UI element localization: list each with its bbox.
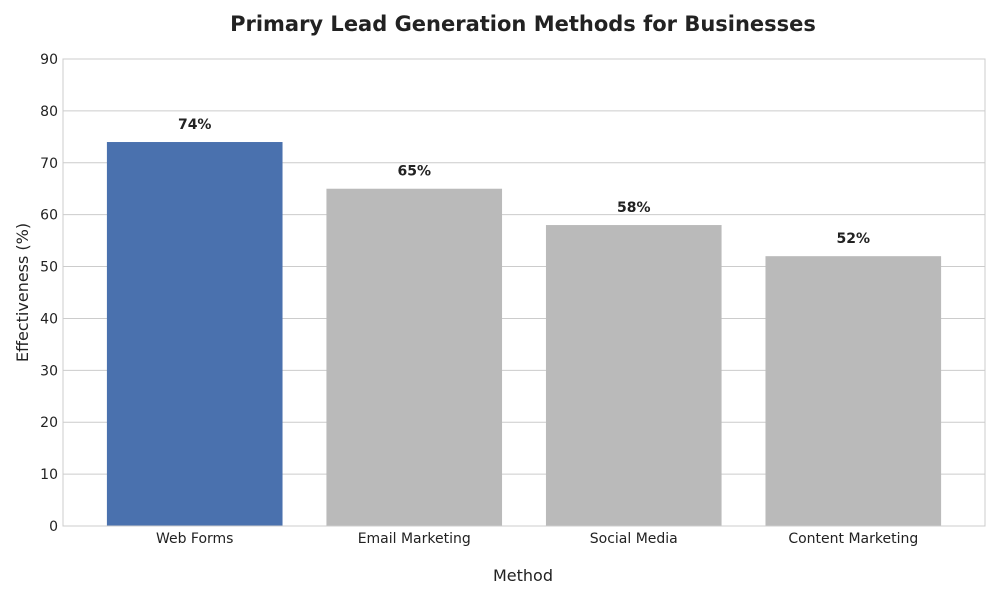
data-label-email-marketing: 65%	[397, 164, 431, 180]
bar-social-media	[545, 225, 722, 527]
x-axis-ticks: Web Forms Email Marketing Social Media Cont…	[156, 531, 918, 547]
data-label-social-media: 58%	[617, 200, 651, 216]
y-tick-label: 70	[40, 156, 58, 172]
y-tick-label: 40	[40, 311, 58, 327]
y-axis-ticks: 0 10 20 30 40 50 60 70 80 90	[40, 52, 58, 535]
data-labels: 74% 65% 58% 52%	[178, 117, 870, 247]
x-tick-label-content-marketing: Content Marketing	[788, 531, 918, 547]
y-tick-label: 10	[40, 467, 58, 483]
y-axis-label: Effectiveness (%)	[13, 223, 32, 362]
x-tick-label-web-forms: Web Forms	[156, 531, 234, 547]
data-label-content-marketing: 52%	[837, 231, 871, 247]
y-tick-label: 90	[40, 52, 58, 68]
bar-web-forms	[106, 142, 283, 526]
chart-title: Primary Lead Generation Methods for Busi…	[230, 12, 816, 36]
y-tick-label: 80	[40, 104, 58, 120]
data-label-web-forms: 74%	[178, 117, 212, 133]
bar-email-marketing	[326, 188, 503, 526]
y-tick-label: 60	[40, 208, 58, 224]
y-tick-label: 50	[40, 260, 58, 276]
bars	[106, 142, 942, 527]
plot-frame	[62, 58, 986, 527]
x-tick-label-email-marketing: Email Marketing	[358, 531, 471, 547]
bar-content-marketing	[765, 256, 942, 526]
y-tick-label: 20	[40, 415, 58, 431]
x-tick-label-social-media: Social Media	[590, 531, 678, 547]
y-tick-label: 0	[49, 519, 58, 535]
y-tick-label: 30	[40, 363, 58, 379]
x-axis-label: Method	[493, 566, 553, 585]
